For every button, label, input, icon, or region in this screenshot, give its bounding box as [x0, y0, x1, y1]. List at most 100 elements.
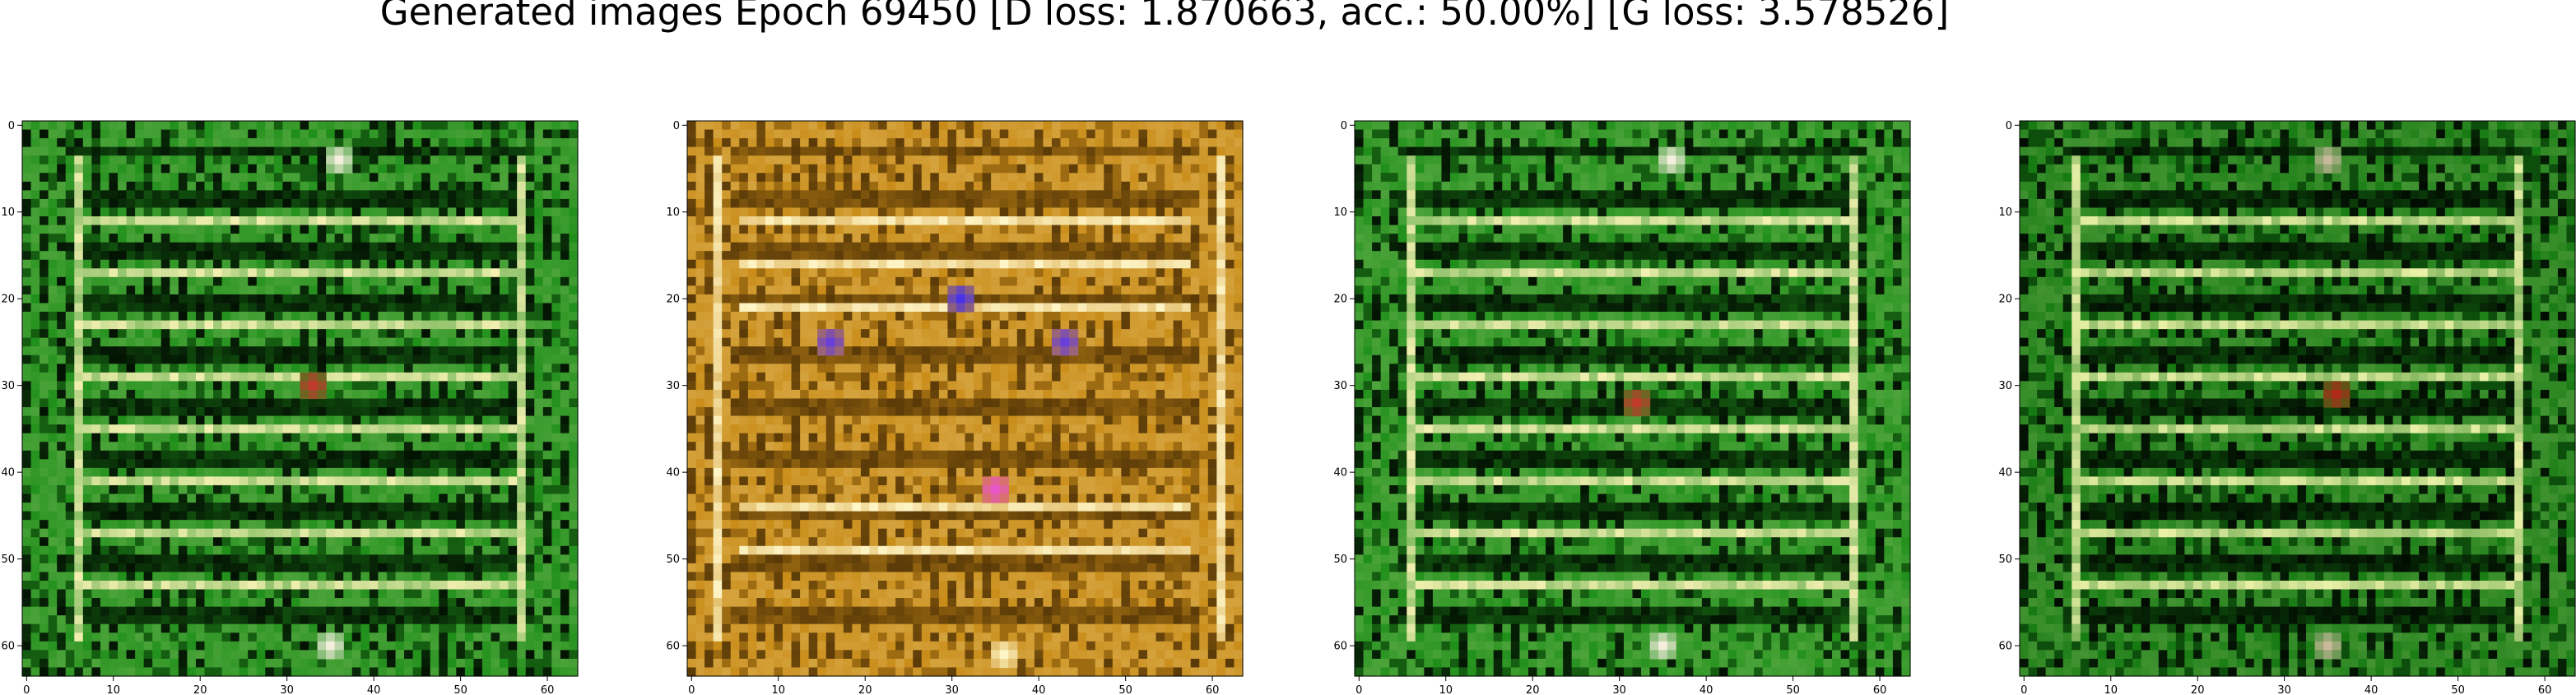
pixel	[74, 251, 84, 261]
pixel	[491, 493, 500, 503]
pixel	[351, 320, 361, 330]
pixel	[1165, 207, 1174, 217]
pixel	[1165, 181, 1174, 191]
pixel	[1043, 225, 1053, 234]
pixel	[525, 242, 535, 252]
pixel	[30, 216, 40, 226]
pixel	[481, 276, 492, 286]
pixel	[143, 372, 153, 382]
pixel	[309, 364, 319, 373]
pixel	[412, 242, 422, 252]
pixel	[447, 259, 457, 269]
pixel	[109, 424, 119, 434]
pixel	[152, 572, 162, 581]
pixel	[265, 146, 275, 156]
pixel	[248, 476, 258, 486]
pixel	[395, 190, 405, 200]
pixel	[1173, 207, 1183, 217]
pixel	[500, 398, 509, 408]
pixel	[843, 173, 853, 183]
pixel	[309, 554, 319, 564]
pixel	[386, 181, 397, 191]
pixel	[921, 198, 931, 209]
pixel	[118, 424, 128, 434]
pixel	[395, 650, 405, 660]
pixel	[404, 467, 414, 478]
pixel	[1225, 121, 1235, 131]
pixel	[481, 364, 492, 373]
pixel	[569, 138, 579, 148]
pixel	[481, 641, 492, 651]
pixel	[91, 632, 101, 642]
pixel	[430, 198, 439, 209]
pixel	[187, 234, 197, 243]
pixel	[508, 303, 518, 313]
pixel	[447, 554, 457, 564]
pixel	[542, 415, 552, 425]
pixel	[82, 476, 92, 486]
pixel	[204, 641, 214, 651]
pixel	[756, 225, 766, 234]
pixel	[109, 251, 119, 261]
pixel	[430, 389, 439, 400]
pixel	[456, 537, 466, 547]
pixel	[248, 146, 258, 156]
pixel	[291, 337, 301, 347]
pixel	[473, 259, 483, 269]
pixel	[386, 528, 397, 538]
pixel	[309, 442, 319, 452]
pixel	[256, 589, 266, 599]
pixel	[22, 225, 32, 234]
pixel	[326, 389, 336, 400]
pixel	[265, 442, 275, 452]
pixel	[1182, 181, 1192, 191]
pixel	[65, 450, 75, 460]
pixel	[100, 563, 110, 573]
pixel	[360, 580, 370, 591]
pixel	[291, 554, 301, 564]
pixel	[421, 632, 431, 642]
pixel	[404, 528, 414, 538]
pixel	[1060, 129, 1070, 139]
pixel	[500, 450, 509, 460]
pixel	[439, 234, 449, 243]
pixel	[230, 155, 240, 165]
pixel	[221, 225, 231, 234]
pixel	[126, 329, 136, 339]
image-feature-3	[317, 650, 327, 660]
pixel	[82, 259, 92, 269]
pixel	[91, 276, 101, 286]
pixel	[248, 138, 258, 148]
pixel	[65, 493, 75, 503]
pixel	[248, 520, 258, 530]
pixel	[187, 381, 197, 391]
pixel	[500, 667, 509, 677]
pixel	[421, 320, 431, 330]
pixel	[48, 589, 58, 599]
pixel	[22, 467, 32, 478]
pixel	[447, 164, 457, 174]
pixel	[48, 467, 58, 478]
pixel	[500, 234, 509, 243]
pixel	[143, 138, 153, 148]
pixel	[170, 268, 179, 278]
pixel	[195, 493, 206, 503]
pixel	[1138, 190, 1148, 200]
pixel	[1234, 121, 1244, 131]
pixel	[143, 476, 153, 486]
pixel	[351, 598, 361, 608]
pixel	[569, 121, 579, 131]
pixel	[852, 155, 862, 165]
pixel	[221, 667, 231, 677]
pixel	[30, 155, 40, 165]
pixel	[22, 589, 32, 599]
pixel	[273, 493, 284, 503]
pixel	[265, 580, 275, 591]
image-feature-1	[326, 146, 336, 156]
image-feature-2	[300, 389, 309, 400]
pixel	[713, 198, 723, 209]
pixel	[791, 138, 801, 148]
pixel	[456, 407, 466, 417]
pixel	[481, 459, 492, 469]
pixel	[334, 450, 344, 460]
